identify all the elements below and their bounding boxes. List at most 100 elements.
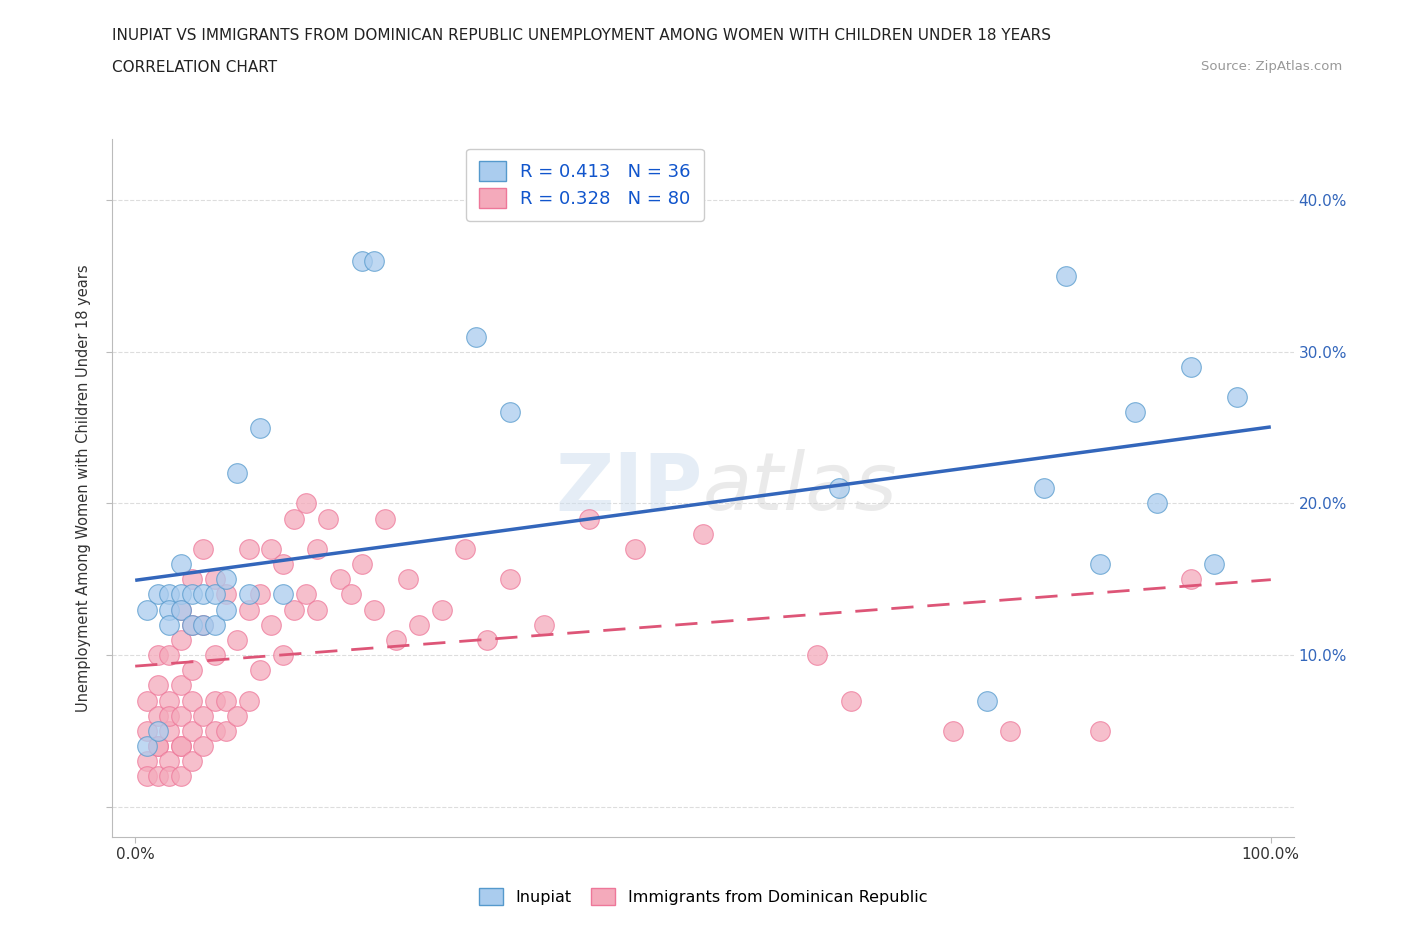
Point xyxy=(204,618,226,632)
Point xyxy=(839,693,862,708)
Point xyxy=(204,647,226,662)
Point xyxy=(146,738,169,753)
Point xyxy=(169,632,191,647)
Point xyxy=(249,587,271,602)
Point xyxy=(260,618,283,632)
Point xyxy=(271,557,294,572)
Point xyxy=(238,541,260,556)
Point xyxy=(169,602,191,617)
Point xyxy=(533,618,555,632)
Point xyxy=(169,557,191,572)
Point xyxy=(193,709,215,724)
Point xyxy=(169,709,191,724)
Point xyxy=(1090,724,1112,738)
Point xyxy=(453,541,475,556)
Point xyxy=(146,724,169,738)
Point xyxy=(499,572,522,587)
Point xyxy=(329,572,352,587)
Point xyxy=(181,618,204,632)
Point xyxy=(135,693,157,708)
Point xyxy=(305,541,328,556)
Point xyxy=(215,693,238,708)
Point xyxy=(1090,557,1112,572)
Point xyxy=(135,738,157,753)
Point xyxy=(146,769,169,784)
Point xyxy=(352,253,374,268)
Text: INUPIAT VS IMMIGRANTS FROM DOMINICAN REPUBLIC UNEMPLOYMENT AMONG WOMEN WITH CHIL: INUPIAT VS IMMIGRANTS FROM DOMINICAN REP… xyxy=(112,28,1052,43)
Point xyxy=(193,541,215,556)
Point xyxy=(181,724,204,738)
Point xyxy=(998,724,1021,738)
Point xyxy=(135,602,157,617)
Point xyxy=(294,587,316,602)
Point xyxy=(157,618,180,632)
Point xyxy=(316,512,339,526)
Point xyxy=(146,647,169,662)
Point xyxy=(215,572,238,587)
Point xyxy=(976,693,998,708)
Point xyxy=(204,587,226,602)
Point xyxy=(215,587,238,602)
Point xyxy=(215,602,238,617)
Y-axis label: Unemployment Among Women with Children Under 18 years: Unemployment Among Women with Children U… xyxy=(76,264,91,712)
Point xyxy=(181,663,204,678)
Point xyxy=(477,632,499,647)
Point xyxy=(396,572,419,587)
Point xyxy=(624,541,647,556)
Point xyxy=(135,753,157,768)
Point xyxy=(249,420,271,435)
Point xyxy=(806,647,828,662)
Point xyxy=(146,678,169,693)
Point xyxy=(283,512,305,526)
Point xyxy=(135,724,157,738)
Point xyxy=(193,618,215,632)
Point xyxy=(204,724,226,738)
Point xyxy=(226,466,249,481)
Text: atlas: atlas xyxy=(703,449,898,527)
Point xyxy=(215,724,238,738)
Point xyxy=(204,693,226,708)
Point xyxy=(692,526,714,541)
Point xyxy=(385,632,408,647)
Point xyxy=(193,618,215,632)
Point xyxy=(499,405,522,419)
Point xyxy=(271,587,294,602)
Point xyxy=(340,587,363,602)
Point xyxy=(226,632,249,647)
Point xyxy=(1180,360,1202,375)
Point xyxy=(169,587,191,602)
Point xyxy=(942,724,965,738)
Point xyxy=(271,647,294,662)
Legend: Inupiat, Immigrants from Dominican Republic: Inupiat, Immigrants from Dominican Repub… xyxy=(471,880,935,912)
Point xyxy=(157,647,180,662)
Point xyxy=(193,587,215,602)
Point xyxy=(283,602,305,617)
Point xyxy=(204,572,226,587)
Text: ZIP: ZIP xyxy=(555,449,703,527)
Point xyxy=(374,512,396,526)
Point xyxy=(1202,557,1225,572)
Point xyxy=(294,496,316,511)
Point xyxy=(157,693,180,708)
Point xyxy=(146,709,169,724)
Point xyxy=(1032,481,1054,496)
Point xyxy=(352,557,374,572)
Point xyxy=(181,572,204,587)
Point xyxy=(305,602,328,617)
Point xyxy=(363,602,385,617)
Point xyxy=(157,753,180,768)
Point xyxy=(181,753,204,768)
Point xyxy=(1123,405,1146,419)
Point xyxy=(146,587,169,602)
Point xyxy=(135,769,157,784)
Point xyxy=(1180,572,1202,587)
Text: CORRELATION CHART: CORRELATION CHART xyxy=(112,60,277,75)
Point xyxy=(193,738,215,753)
Point xyxy=(828,481,851,496)
Point xyxy=(238,602,260,617)
Point xyxy=(157,724,180,738)
Point xyxy=(181,618,204,632)
Point xyxy=(249,663,271,678)
Point xyxy=(238,587,260,602)
Point xyxy=(169,769,191,784)
